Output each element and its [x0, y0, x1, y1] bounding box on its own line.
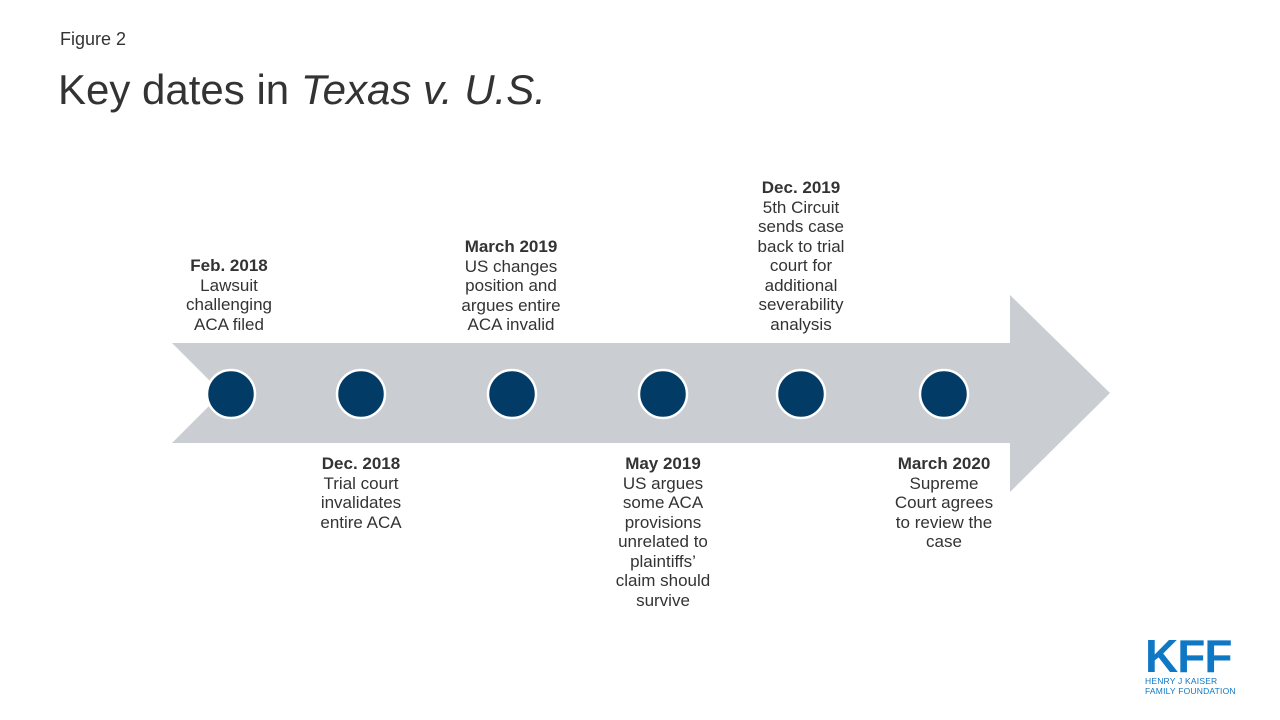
event-description: US argues some ACA provisions unrelated …	[615, 473, 711, 610]
kff-logo: KFF HENRY J KAISER FAMILY FOUNDATION	[1145, 630, 1245, 696]
timeline-dot	[775, 368, 827, 420]
timeline-dot	[205, 368, 257, 420]
event-date: March 2019	[464, 237, 558, 256]
logo-letters: KFF	[1145, 630, 1232, 682]
event-feb-2018: Feb. 2018 Lawsuit challenging ACA filed	[139, 256, 319, 334]
event-dec-2019: Dec. 2019 5th Circuit sends case back to…	[711, 178, 891, 334]
timeline-dot	[918, 368, 970, 420]
event-date: March 2020	[897, 454, 991, 473]
event-date: Feb. 2018	[190, 256, 268, 275]
timeline-dot	[637, 368, 689, 420]
event-description: US changes position and argues entire AC…	[461, 256, 561, 335]
event-date: May 2019	[625, 454, 701, 473]
page-title: Key dates in Texas v. U.S.	[58, 66, 546, 114]
event-date: Dec. 2018	[321, 454, 401, 473]
event-description: Lawsuit challenging ACA filed	[185, 275, 272, 334]
event-dec-2018: Dec. 2018 Trial court invalidates entire…	[271, 454, 451, 532]
title-prefix: Key dates in	[58, 66, 301, 113]
event-description: Trial court invalidates entire ACA	[320, 473, 402, 532]
event-may-2019: May 2019 US argues some ACA provisions u…	[573, 454, 753, 610]
logo-subtitle: HENRY J KAISER FAMILY FOUNDATION	[1145, 676, 1236, 696]
timeline-dot	[335, 368, 387, 420]
title-case-name: Texas v. U.S.	[300, 66, 546, 113]
timeline-dot	[486, 368, 538, 420]
event-description: 5th Circuit sends case back to trial cou…	[757, 197, 845, 334]
event-march-2020: March 2020 Supreme Court agrees to revie…	[854, 454, 1034, 552]
event-description: Supreme Court agrees to review the case	[894, 473, 994, 552]
event-date: Dec. 2019	[761, 178, 841, 197]
figure-label: Figure 2	[60, 29, 127, 49]
event-march-2019: March 2019 US changes position and argue…	[421, 237, 601, 335]
